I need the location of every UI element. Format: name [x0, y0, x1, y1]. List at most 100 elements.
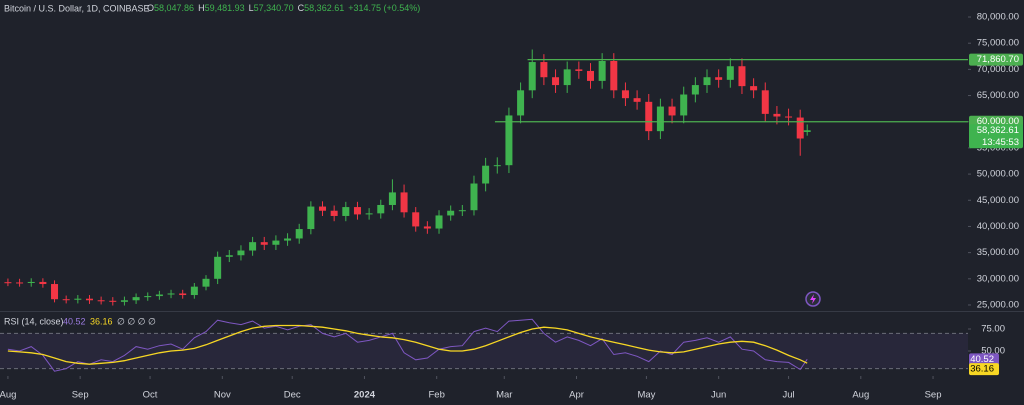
- candle-body: [726, 66, 734, 80]
- ohlc-key: L: [249, 3, 254, 13]
- candle-body: [295, 229, 303, 239]
- level-label: 71,860.70: [977, 54, 1019, 65]
- x-tick-label: Sep: [72, 390, 89, 401]
- rsi-value-label: 40.52: [970, 354, 994, 365]
- rsi-extra-legend: ∅ ∅ ∅ ∅: [117, 316, 156, 326]
- candle-body: [284, 238, 292, 241]
- x-tick-label: Oct: [143, 390, 158, 401]
- candle-body: [715, 77, 723, 80]
- chart-title: Bitcoin / U.S. Dollar, 1D, COINBASE: [4, 3, 150, 13]
- candle-body: [563, 69, 571, 86]
- candle-body: [447, 210, 455, 216]
- candle-body: [4, 282, 12, 284]
- candle-body: [505, 115, 513, 166]
- rsi-line: [7, 318, 808, 372]
- candle-body: [27, 281, 35, 283]
- x-tick-label: 2024: [354, 390, 376, 401]
- ohlc-header: O58,047.86 H59,481.93 L57,340.70 C58,362.61…: [147, 3, 420, 13]
- candle-body: [237, 250, 245, 256]
- candle-body: [388, 192, 396, 205]
- candle-body: [214, 256, 222, 279]
- candle-body: [423, 226, 431, 229]
- ohlc-value: 59,481.93: [205, 3, 245, 13]
- candle-body: [132, 297, 140, 301]
- candle-body: [412, 212, 420, 227]
- candle-body: [249, 242, 257, 251]
- x-tick-label: Jul: [782, 390, 794, 401]
- y-tick-label: 50.00: [981, 346, 1005, 357]
- last-price-box: [969, 124, 1023, 149]
- candle-body: [517, 90, 525, 116]
- x-tick-label: Feb: [429, 390, 445, 401]
- candle-body: [493, 165, 501, 167]
- rsi-band: [0, 333, 968, 369]
- indicator-icon[interactable]: [805, 291, 821, 307]
- candle-body: [586, 70, 594, 81]
- candle-body: [761, 90, 769, 114]
- candle-body: [796, 117, 804, 139]
- ohlc-key: H: [198, 3, 205, 13]
- candle-body: [400, 192, 408, 213]
- candle-body: [645, 101, 653, 132]
- candle-body: [540, 62, 548, 78]
- candle-body: [575, 69, 583, 71]
- level-label: 60,000.00: [977, 116, 1019, 127]
- candle-body: [738, 66, 746, 87]
- x-tick-label: Nov: [214, 390, 231, 401]
- rsi-ma-legend-value: 36.16: [90, 316, 113, 326]
- rsi-title: RSI (14, close): [4, 316, 64, 326]
- y-tick-label: 25,000.00: [977, 299, 1019, 310]
- candle-body: [190, 286, 198, 296]
- x-tick-label: Dec: [284, 390, 301, 401]
- header: Bitcoin / U.S. Dollar, 1D, COINBASE O58,…: [4, 3, 420, 326]
- candle-body: [610, 60, 618, 91]
- y-tick-label: 70,000.00: [977, 64, 1019, 75]
- candle-body: [307, 206, 315, 230]
- time-axis: Aug Sep Oct Nov Dec 2024 Feb Mar Apr May Jun Jul Aug…: [0, 376, 941, 401]
- ohlc-key: O: [147, 3, 154, 13]
- candle-body: [785, 116, 793, 118]
- candle-body: [750, 86, 758, 91]
- candle-body: [656, 106, 664, 132]
- icon-bolt[interactable]: [810, 294, 816, 304]
- candle-body: [120, 300, 128, 302]
- x-tick-label: May: [637, 390, 655, 401]
- y-tick-label: 75,000.00: [977, 38, 1019, 49]
- candle-body: [528, 62, 536, 91]
- candle-body: [668, 106, 676, 116]
- y-tick-label: 75.00: [981, 324, 1005, 335]
- last-price-label: 58,362.61: [977, 125, 1019, 136]
- ohlc-value: 57,340.70: [254, 3, 294, 13]
- candle-body: [365, 213, 373, 215]
- x-tick-label: Aug: [0, 390, 16, 401]
- candle-body: [179, 293, 187, 296]
- candle-body: [16, 282, 24, 284]
- candle-body: [703, 77, 711, 86]
- x-tick-label: Apr: [569, 390, 584, 401]
- candle-body: [97, 300, 105, 302]
- candle-body: [353, 207, 361, 215]
- rsi-value-label: 36.16: [970, 364, 994, 375]
- candle-body: [342, 207, 350, 216]
- candle-body: [260, 242, 268, 245]
- ohlc-value: 58,047.86: [154, 3, 194, 13]
- candle-body: [39, 281, 47, 285]
- ohlc-key: C: [298, 3, 305, 13]
- x-tick-label: Sep: [925, 390, 942, 401]
- candle-body: [633, 98, 641, 102]
- ohlc-change: +314.75 (+0.54%): [348, 3, 420, 13]
- y-tick-label: 65,000.00: [977, 90, 1019, 101]
- candle-body: [85, 298, 93, 301]
- x-tick-label: Jun: [711, 390, 726, 401]
- y-tick-label: 40,000.00: [977, 221, 1019, 232]
- candle-body: [144, 296, 152, 298]
- candle-body: [621, 90, 629, 99]
- candle-body: [155, 294, 163, 297]
- level-label-box: [969, 53, 1023, 66]
- rsi-line: [7, 324, 808, 365]
- rsi-legend-value: 40.52: [63, 316, 86, 326]
- candle-body: [74, 298, 82, 300]
- candle-body: [272, 240, 280, 245]
